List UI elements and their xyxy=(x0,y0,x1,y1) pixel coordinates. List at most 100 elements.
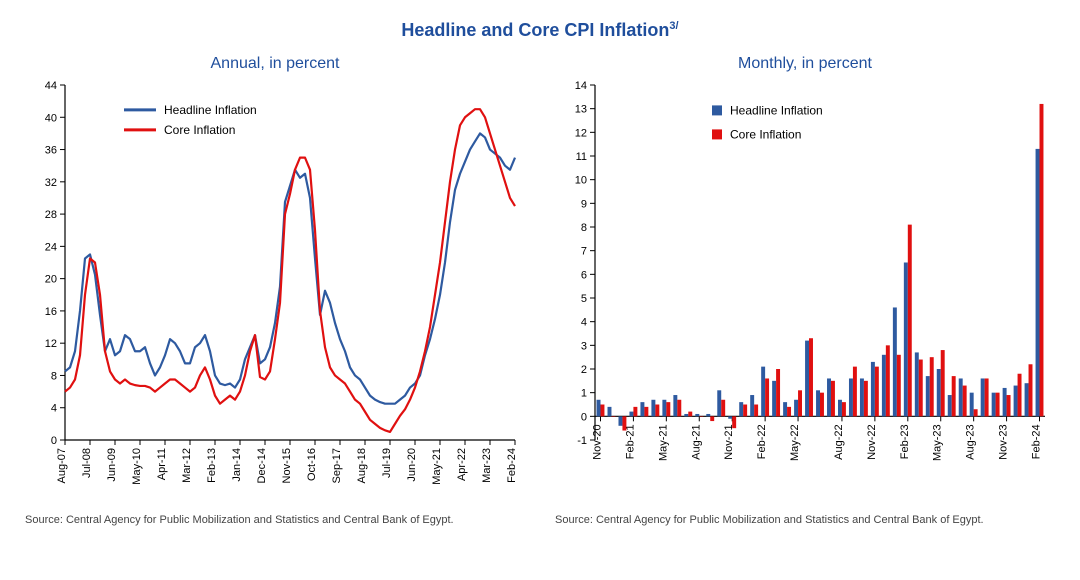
svg-text:32: 32 xyxy=(45,177,57,189)
bar xyxy=(963,386,967,417)
svg-text:Jan-14: Jan-14 xyxy=(231,448,243,482)
bar xyxy=(952,376,956,416)
bar xyxy=(655,405,659,417)
svg-text:Mar-12: Mar-12 xyxy=(181,448,193,483)
bar xyxy=(992,393,996,417)
svg-text:28: 28 xyxy=(45,209,57,221)
svg-text:-1: -1 xyxy=(577,435,587,447)
svg-text:0: 0 xyxy=(581,411,587,423)
bar xyxy=(838,400,842,417)
panels: Annual, in percent 048121620242832364044… xyxy=(30,49,1050,528)
svg-text:Feb-24: Feb-24 xyxy=(1031,424,1043,459)
bar xyxy=(849,378,853,416)
bar xyxy=(743,405,747,417)
svg-text:May-21: May-21 xyxy=(657,424,669,461)
svg-text:Jun-09: Jun-09 xyxy=(106,448,118,482)
bar xyxy=(761,367,765,417)
svg-text:24: 24 xyxy=(45,241,57,253)
bar xyxy=(1003,388,1007,416)
svg-text:Aug-07: Aug-07 xyxy=(56,448,68,483)
bar xyxy=(600,405,604,417)
svg-text:Headline Inflation: Headline Inflation xyxy=(164,103,257,117)
bar xyxy=(1029,364,1033,416)
svg-text:3: 3 xyxy=(581,340,587,352)
svg-text:Feb-22: Feb-22 xyxy=(756,424,768,459)
svg-text:Sep-17: Sep-17 xyxy=(331,448,343,483)
bar xyxy=(919,360,923,417)
bar xyxy=(996,393,1000,417)
annual-panel: Annual, in percent 048121620242832364044… xyxy=(25,49,525,528)
bar xyxy=(622,416,626,430)
svg-text:Aug-23: Aug-23 xyxy=(965,424,977,459)
svg-text:8: 8 xyxy=(51,370,57,382)
bar xyxy=(776,369,780,416)
bar xyxy=(662,400,666,417)
bar xyxy=(930,357,934,416)
svg-text:1: 1 xyxy=(581,388,587,400)
svg-text:44: 44 xyxy=(45,80,57,92)
svg-text:8: 8 xyxy=(581,222,587,234)
bar xyxy=(1014,386,1018,417)
bar xyxy=(908,225,912,417)
svg-text:9: 9 xyxy=(581,198,587,210)
bar xyxy=(959,378,963,416)
annual-subtitle: Annual, in percent xyxy=(25,55,525,73)
svg-text:May-23: May-23 xyxy=(932,424,944,461)
bar xyxy=(915,352,919,416)
bar xyxy=(926,376,930,416)
svg-text:16: 16 xyxy=(45,306,57,318)
bar xyxy=(640,402,644,416)
svg-text:Aug-22: Aug-22 xyxy=(833,424,845,459)
bar xyxy=(948,395,952,416)
bar xyxy=(673,395,677,416)
svg-text:20: 20 xyxy=(45,274,57,286)
svg-text:Dec-14: Dec-14 xyxy=(256,448,268,483)
svg-text:13: 13 xyxy=(575,104,587,116)
svg-text:4: 4 xyxy=(581,317,587,329)
svg-text:Jul-19: Jul-19 xyxy=(381,448,393,478)
bar xyxy=(820,393,824,417)
svg-text:36: 36 xyxy=(45,145,57,157)
svg-text:0: 0 xyxy=(51,435,57,447)
bar xyxy=(941,350,945,416)
svg-text:Headline Inflation: Headline Inflation xyxy=(730,103,823,117)
monthly-chart: -101234567891011121314Nov-20Feb-21May-21… xyxy=(555,75,1055,510)
bar xyxy=(798,390,802,416)
monthly-source: Source: Central Agency for Public Mobili… xyxy=(555,514,1055,528)
svg-text:May-22: May-22 xyxy=(789,424,801,461)
bar xyxy=(893,307,897,416)
svg-text:Nov-15: Nov-15 xyxy=(281,448,293,483)
bar xyxy=(805,341,809,417)
svg-text:Nov-22: Nov-22 xyxy=(866,424,878,459)
bar xyxy=(897,355,901,417)
svg-text:6: 6 xyxy=(581,269,587,281)
svg-text:Oct-16: Oct-16 xyxy=(306,448,318,481)
svg-text:14: 14 xyxy=(575,80,587,92)
bar xyxy=(1025,383,1029,416)
bar xyxy=(875,367,879,417)
bar xyxy=(710,416,714,421)
bar xyxy=(985,378,989,416)
bar xyxy=(706,414,710,416)
bar xyxy=(651,400,655,417)
bar xyxy=(882,355,886,417)
main-title-sup: 3/ xyxy=(669,20,678,32)
bar xyxy=(629,412,633,417)
bar xyxy=(684,414,688,416)
svg-text:Feb-13: Feb-13 xyxy=(206,448,218,483)
bar xyxy=(688,412,692,417)
svg-text:12: 12 xyxy=(45,338,57,350)
svg-text:Aug-18: Aug-18 xyxy=(356,448,368,483)
svg-text:Nov-23: Nov-23 xyxy=(998,424,1010,459)
bar xyxy=(750,395,754,416)
bar xyxy=(721,400,725,417)
bar xyxy=(765,378,769,416)
svg-text:12: 12 xyxy=(575,127,587,139)
bar xyxy=(772,381,776,417)
svg-text:Apr-22: Apr-22 xyxy=(456,448,468,481)
bar xyxy=(981,378,985,416)
bar xyxy=(794,400,798,417)
svg-text:May-10: May-10 xyxy=(131,448,143,485)
svg-text:2: 2 xyxy=(581,364,587,376)
svg-text:Nov-21: Nov-21 xyxy=(723,424,735,459)
